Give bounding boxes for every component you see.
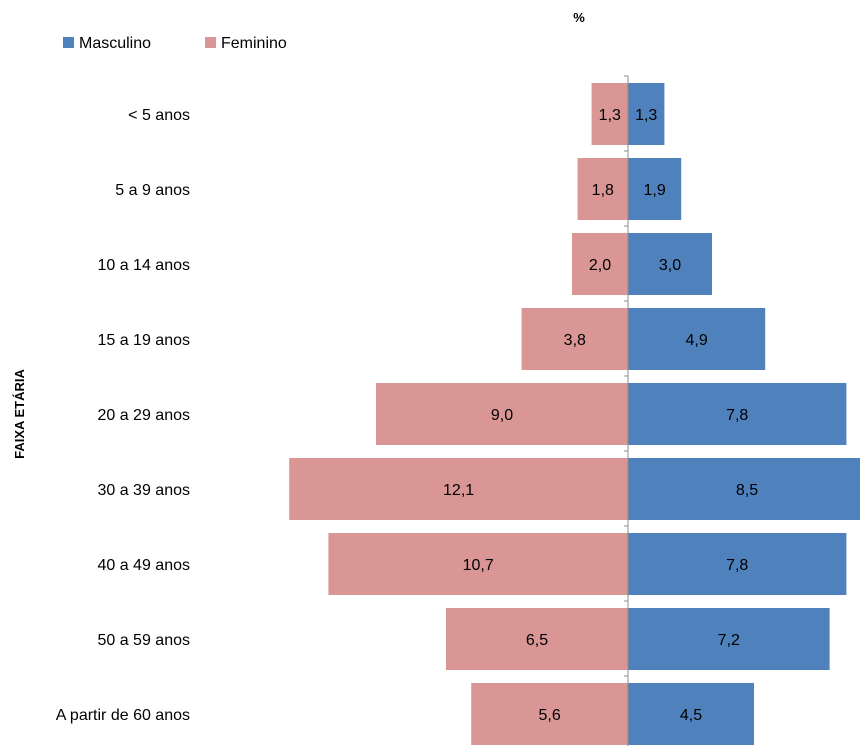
bar-masculino xyxy=(628,533,847,595)
bar-value-label-masculino: 7,8 xyxy=(726,407,748,424)
bar-masculino xyxy=(628,683,754,745)
bar-value-label-feminino: 9,0 xyxy=(491,407,513,424)
category-label: 40 a 49 anos xyxy=(97,557,190,574)
y-axis-title: FAIXA ETÁRIA xyxy=(12,368,27,458)
bar-feminino xyxy=(591,83,628,145)
category-label: A partir de 60 anos xyxy=(56,707,190,724)
bar-value-label-masculino: 3,0 xyxy=(659,257,681,274)
bar-masculino xyxy=(628,308,766,370)
bar-masculino xyxy=(628,383,847,445)
legend-swatch-masculino xyxy=(63,37,74,48)
bar-masculino xyxy=(628,608,830,670)
bar-feminino xyxy=(446,608,628,670)
bar-feminino xyxy=(471,683,628,745)
bar-feminino xyxy=(289,458,628,520)
category-label: 5 a 9 anos xyxy=(115,182,190,199)
bar-masculino xyxy=(628,233,712,295)
category-label: 15 a 19 anos xyxy=(97,332,190,349)
category-label: 10 a 14 anos xyxy=(97,257,190,274)
bar-value-label-masculino: 1,3 xyxy=(635,107,657,124)
bar-value-label-masculino: 7,8 xyxy=(726,557,748,574)
legend: Masculino Feminino xyxy=(63,35,287,52)
bar-masculino xyxy=(628,83,665,145)
legend-label-masculino: Masculino xyxy=(79,35,151,52)
bar-value-label-masculino: 1,9 xyxy=(643,182,665,199)
bar-value-label-masculino: 4,9 xyxy=(685,332,707,349)
legend-swatch-feminino xyxy=(205,37,216,48)
bar-value-label-feminino: 6,5 xyxy=(526,632,548,649)
bar-value-label-feminino: 1,8 xyxy=(592,182,614,199)
category-label: < 5 anos xyxy=(128,107,190,124)
bar-feminino xyxy=(376,383,628,445)
bar-value-label-masculino: 4,5 xyxy=(680,707,702,724)
legend-label-feminino: Feminino xyxy=(221,35,287,52)
bar-value-label-masculino: 8,5 xyxy=(736,482,758,499)
bars: 1,3 1,3 1,9 1,8 3,0 2,0 4,9 3,8 7,8 9,0 8,5 12,1 7,8… xyxy=(289,83,860,745)
category-labels: < 5 anos 5 a 9 anos 10 a 14 anos 15 a 19 an… xyxy=(56,107,190,724)
bar-feminino xyxy=(577,158,628,220)
bar-value-label-feminino: 2,0 xyxy=(589,257,611,274)
bar-feminino xyxy=(328,533,628,595)
bar-feminino xyxy=(572,233,628,295)
category-label: 20 a 29 anos xyxy=(97,407,190,424)
bar-value-label-feminino: 10,7 xyxy=(463,557,494,574)
bar-value-label-feminino: 1,3 xyxy=(599,107,621,124)
bar-masculino xyxy=(628,458,860,520)
bar-masculino xyxy=(628,158,682,220)
bar-value-label-feminino: 12,1 xyxy=(443,482,474,499)
category-label: 50 a 59 anos xyxy=(97,632,190,649)
bar-value-label-masculino: 7,2 xyxy=(718,632,740,649)
center-axis xyxy=(624,75,629,746)
bar-feminino xyxy=(521,308,628,370)
x-axis-title: % xyxy=(573,10,585,25)
bar-value-label-feminino: 3,8 xyxy=(564,332,586,349)
bar-value-label-feminino: 5,6 xyxy=(538,707,560,724)
category-label: 30 a 39 anos xyxy=(97,482,190,499)
